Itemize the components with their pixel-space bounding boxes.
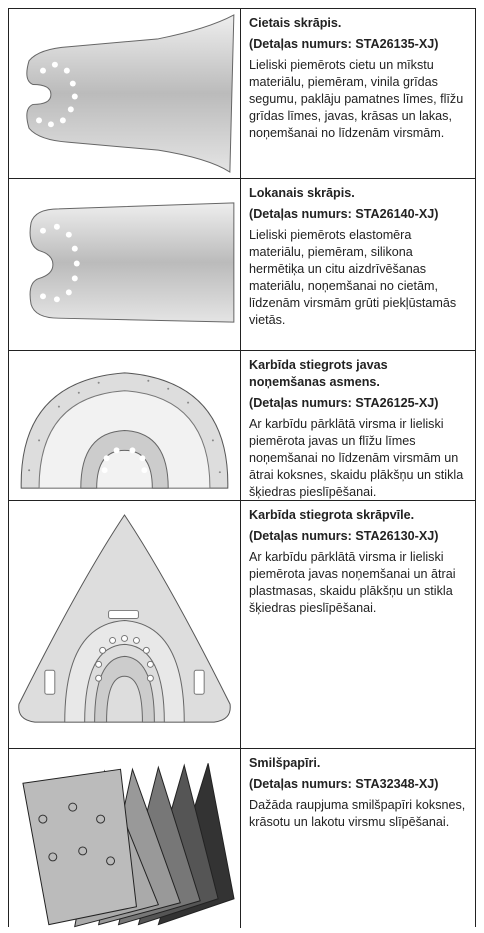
part-number: (Detaļas numurs: STA26130-XJ) <box>249 529 439 543</box>
product-text: Karbīda stiegrots javas noņemšanas asmen… <box>249 357 467 501</box>
product-description: Ar karbīdu pārklātā virsma ir lieliski p… <box>249 417 464 499</box>
product-image <box>9 501 241 748</box>
product-table: Cietais skrāpis. (Detaļas numurs: STA261… <box>8 8 476 928</box>
product-text: Cietais skrāpis. (Detaļas numurs: STA261… <box>249 15 467 142</box>
delta-rasp <box>18 514 231 723</box>
part-number: (Detaļas numurs: STA26135-XJ) <box>249 37 439 51</box>
product-image <box>9 9 241 178</box>
product-text: Lokanais skrāpis. (Detaļas numurs: STA26… <box>249 185 467 329</box>
product-image <box>9 351 241 500</box>
grout-blade <box>20 372 229 489</box>
product-description: Lieliski piemērots elastomēra materiālu,… <box>249 228 457 327</box>
product-title: Karbīda stiegrota skrāpvīle. <box>249 508 415 522</box>
product-title: Karbīda stiegrots javas noņemšanas asmen… <box>249 358 388 389</box>
part-number: (Detaļas numurs: STA26140-XJ) <box>249 207 439 221</box>
product-description: Dažāda raupjuma smilšpapīri koksnes, krā… <box>249 798 466 829</box>
product-image <box>9 749 241 928</box>
product-image <box>9 179 241 350</box>
product-row: Cietais skrāpis. (Detaļas numurs: STA261… <box>9 9 475 179</box>
product-title: Cietais skrāpis. <box>249 16 342 30</box>
rigid-scraper <box>26 14 235 173</box>
product-title: Smilšpapīri. <box>249 756 321 770</box>
product-row: Lokanais skrāpis. (Detaļas numurs: STA26… <box>9 179 475 351</box>
product-row: Karbīda stiegrots javas noņemšanas asmen… <box>9 351 475 501</box>
product-text: Karbīda stiegrota skrāpvīle. (Detaļas nu… <box>249 507 467 617</box>
product-text: Smilšpapīri. (Detaļas numurs: STA32348-X… <box>249 755 467 831</box>
flexible-scraper <box>29 202 235 323</box>
product-description: Lieliski piemērots cietu un mīkstu mater… <box>249 58 464 140</box>
product-row: Karbīda stiegrota skrāpvīle. (Detaļas nu… <box>9 501 475 749</box>
part-number: (Detaļas numurs: STA26125-XJ) <box>249 396 439 410</box>
sanding-sheets <box>22 763 235 928</box>
product-title: Lokanais skrāpis. <box>249 186 355 200</box>
part-number: (Detaļas numurs: STA32348-XJ) <box>249 777 439 791</box>
product-row: Smilšpapīri. (Detaļas numurs: STA32348-X… <box>9 749 475 928</box>
product-description: Ar karbīdu pārklātā virsma ir lieliski p… <box>249 550 456 615</box>
